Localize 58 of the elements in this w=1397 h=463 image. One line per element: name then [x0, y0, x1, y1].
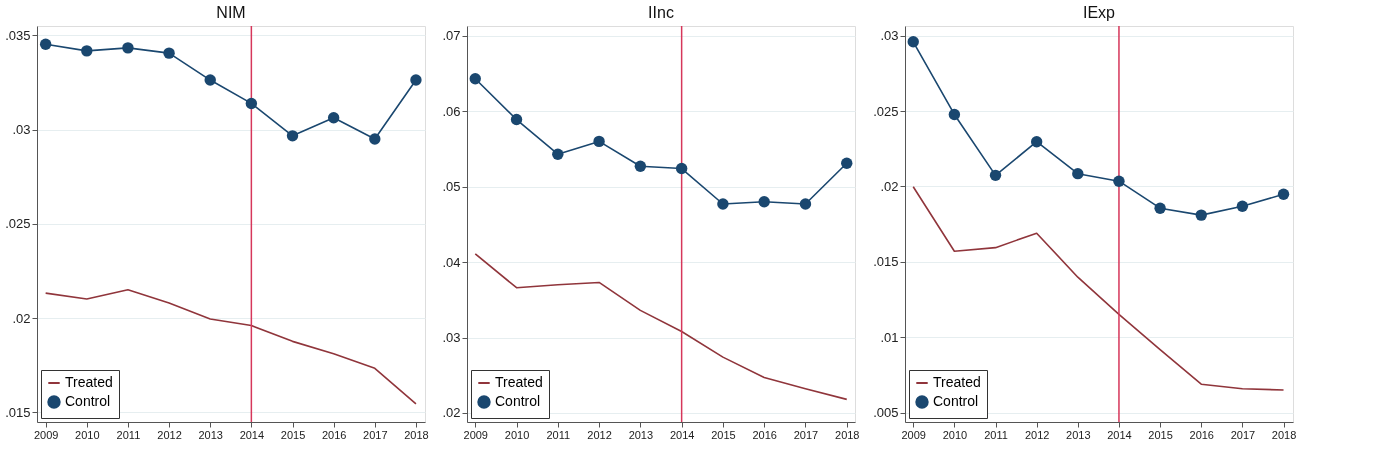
line-series	[44, 288, 417, 405]
x-tick-label: 2018	[835, 428, 860, 441]
y-tick-label: .03	[12, 122, 31, 138]
x-tick-label: 2018	[404, 428, 429, 441]
x-tick-label: 2011	[546, 428, 571, 441]
x-tick-label: 2012	[157, 428, 182, 441]
x-tick-label: 2017	[363, 428, 388, 441]
y-tick-label: .07	[442, 28, 461, 44]
y-tick-label: .025	[873, 103, 899, 119]
x-tick-label: 2009	[33, 428, 59, 441]
x-tick-label: 2015	[711, 428, 736, 441]
x-tick-label: 2011	[116, 428, 141, 441]
y-tick-label: .025	[5, 216, 31, 232]
x-tick-label: 2012	[1024, 428, 1050, 441]
legend-label: Treated	[933, 374, 981, 390]
x-tick-label: 2010	[75, 428, 100, 441]
x-tick-label: 2017	[1230, 428, 1256, 441]
legend-label: Control	[495, 393, 541, 409]
chart-title: IInc	[648, 4, 674, 22]
x-tick-label: 2009	[463, 428, 488, 441]
y-tick-label: .02	[12, 310, 31, 326]
x-tick-label: 2012	[587, 428, 612, 441]
y-tick-label: .03	[880, 28, 899, 44]
legend-label: Control	[933, 393, 979, 409]
chart-title: IExp	[1082, 4, 1116, 22]
x-tick-label: 2013	[198, 428, 223, 441]
x-tick-label: 2016	[321, 428, 347, 441]
x-tick-label: 2013	[1066, 428, 1091, 441]
y-tick-label: .035	[5, 27, 31, 43]
y-tick-label: .015	[5, 404, 31, 420]
y-tick-label: .04	[442, 254, 461, 270]
chart-title: NIM	[216, 4, 246, 22]
line-series	[912, 185, 1285, 391]
y-tick-label: .015	[873, 254, 899, 270]
x-tick-label: 2014	[669, 428, 695, 441]
legend-label: Treated	[65, 374, 113, 390]
legend-label: Control	[65, 393, 111, 409]
y-tick-label: .005	[873, 405, 899, 421]
x-tick-label: 2015	[280, 428, 306, 441]
y-tick-label: .01	[880, 329, 899, 345]
x-tick-label: 2016	[1189, 428, 1214, 441]
x-tick-label: 2009	[901, 428, 926, 441]
legend-label: Treated	[495, 374, 543, 390]
x-tick-label: 2010	[504, 428, 530, 441]
y-tick-label: .05	[442, 179, 461, 195]
x-tick-label: 2017	[793, 428, 819, 441]
x-tick-label: 2013	[628, 428, 654, 441]
x-tick-label: 2010	[942, 428, 968, 441]
y-tick-label: .06	[442, 103, 461, 119]
x-tick-label: 2014	[1107, 428, 1132, 441]
x-tick-label: 2016	[752, 428, 777, 441]
x-tick-label: 2011	[984, 428, 1008, 441]
y-tick-label: .03	[442, 330, 461, 346]
x-tick-label: 2015	[1148, 428, 1173, 441]
x-tick-label: 2018	[1271, 428, 1297, 441]
y-tick-label: .02	[442, 405, 461, 421]
x-tick-label: 2014	[239, 428, 265, 441]
y-tick-label: .02	[880, 178, 899, 194]
